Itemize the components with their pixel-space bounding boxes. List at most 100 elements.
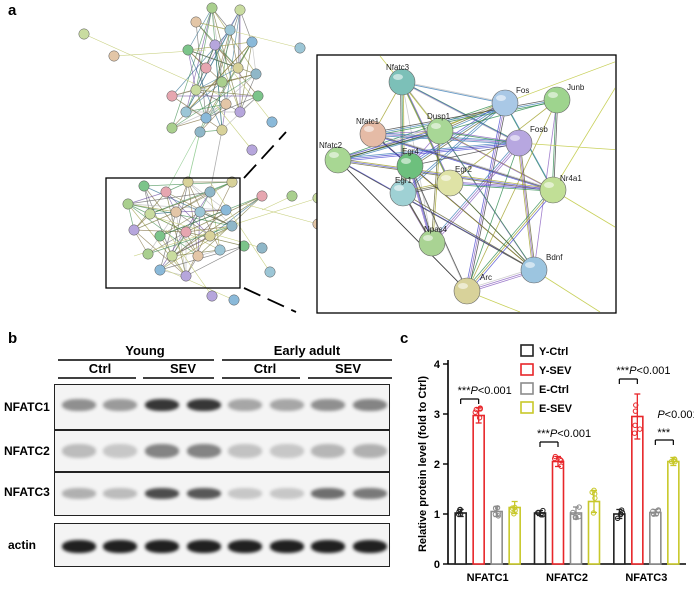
data-point (650, 511, 657, 517)
zoom-node-label-fosb: Fosb (530, 125, 548, 134)
bar-y-ctrl-nfatc2 (533, 512, 547, 565)
legend-swatch-y-sev (520, 363, 534, 376)
zoom-nodes (324, 68, 571, 305)
zoom-node-label-nfatc2: Nfatc2 (319, 141, 343, 150)
network-node (204, 230, 216, 242)
annotation-nfatc3-e-sev: P<0.001 (657, 409, 694, 421)
blot-band (62, 539, 96, 553)
network-node (128, 224, 140, 236)
data-point (472, 409, 478, 415)
zoom-node-label-egr1: Egr1 (395, 176, 412, 185)
data-point (558, 457, 564, 464)
blot-band (145, 487, 179, 499)
data-point (509, 505, 516, 511)
network-node (252, 90, 264, 102)
legend-swatch-e-sev (520, 401, 534, 414)
data-point (570, 509, 576, 516)
x-tick-label-nfatc2: NFATC2 (546, 572, 588, 584)
network-node (220, 98, 232, 110)
zoom-node-label-nr4a1: Nr4a1 (560, 174, 582, 183)
network-node (226, 220, 238, 232)
blot-band (228, 399, 262, 411)
data-point (492, 511, 499, 518)
bar-e-ctrl-nfatc3 (649, 511, 662, 565)
zoom-node-label-nfatc3: Nfatc3 (386, 63, 410, 72)
network-node (216, 76, 228, 88)
blot-strip-nfatc2 (54, 430, 390, 472)
zoom-line-top (243, 131, 287, 179)
data-point (539, 512, 546, 518)
data-point (473, 406, 480, 413)
blot-label-nfatc1: NFATC1 (4, 400, 50, 414)
blot-strip-nfatc3 (54, 472, 390, 516)
data-point (671, 456, 678, 462)
data-point (618, 507, 625, 513)
data-point (633, 402, 639, 408)
network-node (200, 62, 212, 74)
subgroup-young-sev: SEV (169, 361, 196, 376)
network-node (232, 62, 244, 74)
blot-band (270, 399, 304, 411)
network-node (250, 68, 262, 80)
data-point (576, 504, 582, 510)
blot-band (187, 487, 221, 499)
network-node (294, 42, 306, 54)
network-node (154, 264, 166, 276)
network-node (256, 242, 268, 254)
network-nodes (78, 2, 324, 306)
annotation-nfatc1: ***P<0.001 (458, 385, 512, 397)
legend-label-e-sev: E-SEV (539, 403, 573, 415)
blot-label-nfatc3: NFATC3 (4, 485, 50, 499)
data-point (637, 426, 643, 432)
network-node (182, 44, 194, 56)
data-point (670, 457, 677, 464)
blot-band (353, 399, 387, 411)
bar-y-sev-nfatc1 (472, 414, 485, 565)
blot-band (103, 399, 137, 411)
blot-band (103, 487, 137, 499)
network-node (214, 244, 226, 256)
network-node (228, 294, 240, 306)
y-tick-label: 4 (434, 359, 441, 371)
data-point (590, 510, 597, 516)
blot-band (270, 539, 304, 553)
blot-band (353, 487, 387, 499)
data-point (536, 509, 542, 516)
data-point (650, 508, 656, 514)
network-node (246, 144, 258, 156)
blot-label-nfatc2: NFATC2 (4, 444, 50, 458)
zoom-node-label-bdnf: Bdnf (546, 253, 563, 262)
blot-band (187, 539, 221, 553)
y-tick-label: 2 (434, 459, 440, 471)
y-tick-label: 3 (434, 409, 440, 421)
data-point (653, 511, 659, 517)
network-node (190, 16, 202, 28)
data-point (492, 505, 499, 511)
bar-e-ctrl-nfatc1 (490, 510, 503, 565)
data-point (557, 456, 563, 463)
network-node (142, 248, 154, 260)
network-node (180, 226, 192, 238)
blot-label-actin: actin (8, 538, 37, 552)
blot-band (62, 487, 96, 499)
blot-band (311, 539, 345, 553)
network-node (264, 266, 276, 278)
blot-band (270, 444, 304, 458)
data-point (632, 422, 638, 429)
network-node (192, 250, 204, 262)
zoom-node-label-egr4: Egr4 (402, 147, 419, 156)
network-node (246, 36, 258, 48)
network-node (194, 126, 206, 138)
network-node (206, 2, 218, 14)
blot-band (353, 444, 387, 458)
zoom-node-label-junb: Junb (567, 83, 585, 92)
network-node (216, 124, 228, 136)
network-node (206, 290, 218, 302)
blot-band (311, 444, 345, 458)
network-node (144, 208, 156, 220)
group-early-adult: Early adult (273, 343, 341, 358)
zoom-node-label-nfatc1: Nfatc1 (356, 117, 380, 126)
subgroup-young-ctrl: Ctrl (88, 361, 112, 376)
blot-band (228, 444, 262, 458)
